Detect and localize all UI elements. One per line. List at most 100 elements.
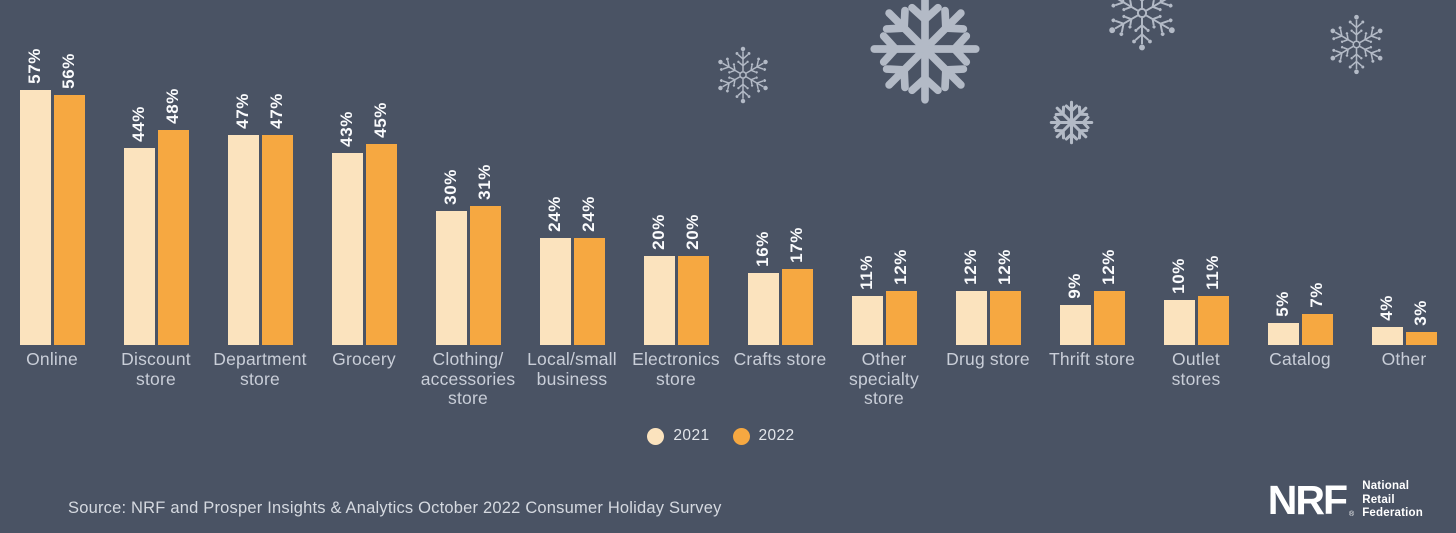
bar-group: 16% 17% Crafts store xyxy=(728,0,832,409)
bar-column-2022: 12% xyxy=(1093,249,1125,345)
bar-2021 xyxy=(1059,305,1091,345)
bar-value-label-2022: 45% xyxy=(371,102,390,138)
bar-2022 xyxy=(781,269,813,345)
bar-2021 xyxy=(1371,327,1403,345)
bar-column-2022: 47% xyxy=(261,93,293,345)
bar-2022 xyxy=(53,95,85,345)
bar-pair: 10% 11% xyxy=(1163,0,1229,345)
category-label: Drug store xyxy=(946,349,1030,369)
bar-value-label-2021: 11% xyxy=(857,255,876,290)
bar-2022 xyxy=(677,256,709,345)
bar-value-label-2021: 47% xyxy=(233,93,252,129)
bar-value-label-2021: 30% xyxy=(441,169,460,205)
bar-column-2021: 43% xyxy=(331,111,363,345)
bar-group: 9% 12% Thrift store xyxy=(1040,0,1144,409)
bar-pair: 44% 48% xyxy=(123,0,189,345)
nrf-tagline-line: Federation xyxy=(1362,507,1423,520)
bar-2022 xyxy=(1405,332,1437,345)
bar-2022 xyxy=(573,238,605,345)
bar-group: 44% 48% Discount store xyxy=(104,0,208,409)
bar-column-2021: 24% xyxy=(539,196,571,345)
bar-pair: 43% 45% xyxy=(331,0,397,345)
bar-value-label-2021: 10% xyxy=(1169,258,1188,294)
bar-value-label-2022: 20% xyxy=(683,214,702,250)
bar-column-2021: 20% xyxy=(643,214,675,345)
legend-swatch-2022 xyxy=(732,427,750,445)
category-label: Department store xyxy=(213,349,307,389)
bar-value-label-2022: 7% xyxy=(1307,282,1326,308)
nrf-tagline-line: National xyxy=(1362,480,1410,492)
bar-2021 xyxy=(331,153,363,345)
bar-2022 xyxy=(989,291,1021,345)
bar-column-2021: 16% xyxy=(747,231,779,345)
category-label: Catalog xyxy=(1269,349,1331,369)
source-text: Source: NRF and Prosper Insights & Analy… xyxy=(68,499,722,517)
bar-column-2022: 12% xyxy=(885,249,917,345)
bar-column-2022: 7% xyxy=(1301,282,1333,345)
bar-value-label-2021: 43% xyxy=(337,111,356,147)
bar-column-2022: 56% xyxy=(53,53,85,345)
bar-2021 xyxy=(955,291,987,345)
legend-swatch-2021 xyxy=(647,427,665,445)
bar-value-label-2022: 31% xyxy=(475,164,494,200)
category-label: Clothing/ accessories store xyxy=(420,349,516,409)
bar-column-2022: 12% xyxy=(989,249,1021,345)
bar-pair: 16% 17% xyxy=(747,0,813,345)
bar-2021 xyxy=(123,148,155,345)
bar-column-2021: 9% xyxy=(1059,273,1091,345)
bar-2021 xyxy=(643,256,675,345)
bar-column-2021: 10% xyxy=(1163,258,1195,345)
bar-2022 xyxy=(1301,314,1333,345)
bar-2022 xyxy=(365,144,397,345)
bar-value-label-2021: 12% xyxy=(961,249,980,285)
bar-2022 xyxy=(157,130,189,345)
bar-group: 47% 47% Department store xyxy=(208,0,312,409)
category-label: Outlet stores xyxy=(1171,349,1221,389)
bar-group: 5% 7% Catalog xyxy=(1248,0,1352,409)
bar-value-label-2022: 11% xyxy=(1203,255,1222,290)
bar-column-2021: 44% xyxy=(123,106,155,345)
bar-2021 xyxy=(1163,300,1195,345)
category-label: Thrift store xyxy=(1048,349,1136,369)
bar-group: 20% 20% Electronics store xyxy=(624,0,728,409)
bar-column-2022: 3% xyxy=(1405,300,1437,345)
nrf-logo: NRF ® National Retail Federation xyxy=(1268,479,1423,521)
bar-column-2021: 5% xyxy=(1267,291,1299,345)
bar-pair: 12% 12% xyxy=(955,0,1021,345)
bar-value-label-2022: 56% xyxy=(59,53,78,89)
bar-group: 4% 3% Other xyxy=(1352,0,1456,409)
bar-2021 xyxy=(1267,323,1299,345)
bar-group: 11% 12% Other specialty store xyxy=(832,0,936,409)
bar-2021 xyxy=(747,273,779,345)
bar-2021 xyxy=(539,238,571,345)
bar-value-label-2022: 3% xyxy=(1411,300,1430,326)
bar-value-label-2022: 48% xyxy=(163,88,182,124)
nrf-tagline: National Retail Federation xyxy=(1362,480,1423,521)
bar-2022 xyxy=(261,135,293,345)
bar-column-2021: 4% xyxy=(1371,295,1403,345)
bar-2022 xyxy=(1197,296,1229,345)
bar-pair: 30% 31% xyxy=(435,0,501,345)
bar-group: 57% 56% Online xyxy=(0,0,104,409)
bar-column-2022: 45% xyxy=(365,102,397,345)
bar-group: 24% 24% Local/small business xyxy=(520,0,624,409)
bar-value-label-2022: 12% xyxy=(1099,249,1118,285)
bar-value-label-2021: 9% xyxy=(1065,273,1084,299)
category-label: Local/small business xyxy=(527,349,617,389)
bar-value-label-2021: 4% xyxy=(1377,295,1396,321)
bar-group: 30% 31% Clothing/ accessories store xyxy=(416,0,520,409)
bar-value-label-2022: 12% xyxy=(891,249,910,285)
category-label: Discount store xyxy=(121,349,191,389)
legend-label-2022: 2022 xyxy=(758,427,795,444)
category-label: Crafts store xyxy=(733,349,827,369)
bar-pair: 9% 12% xyxy=(1059,0,1125,345)
bar-2021 xyxy=(851,296,883,345)
bar-column-2022: 24% xyxy=(573,196,605,345)
category-label: Other specialty store xyxy=(849,349,919,409)
bar-2021 xyxy=(19,90,51,345)
bar-column-2021: 47% xyxy=(227,93,259,345)
bar-value-label-2021: 24% xyxy=(545,196,564,232)
bar-column-2021: 57% xyxy=(19,48,51,345)
category-label: Electronics store xyxy=(632,349,720,389)
